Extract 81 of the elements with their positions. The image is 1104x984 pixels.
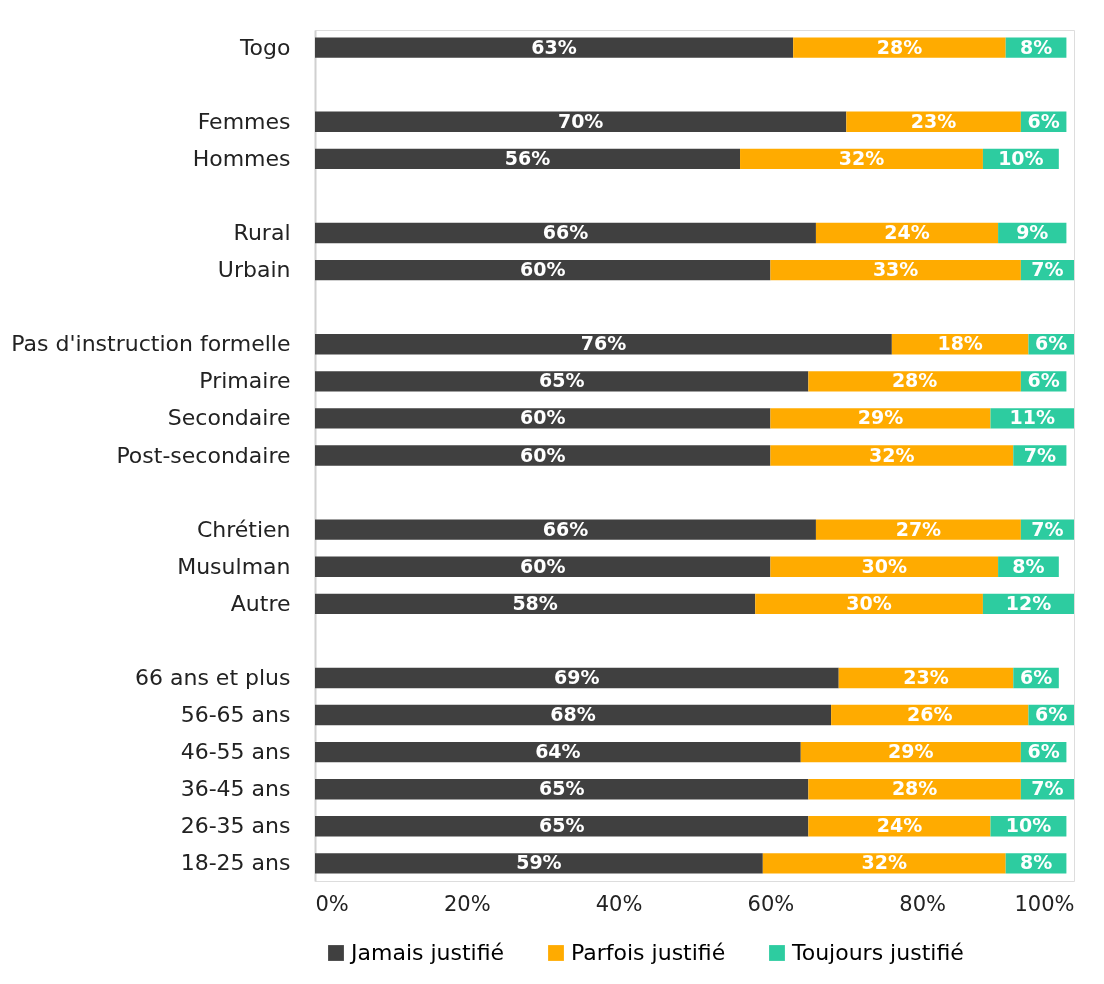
- y-tick-label: Post-secondaire: [116, 442, 291, 468]
- data-label: 6%: [1035, 332, 1068, 355]
- y-tick-label: 46-55 ans: [180, 739, 291, 765]
- data-label: 6%: [1035, 703, 1068, 726]
- data-label: 8%: [1019, 35, 1053, 58]
- y-tick-label: 36-45 ans: [180, 776, 291, 802]
- y-tick-label: Togo: [238, 34, 291, 60]
- data-label: 23%: [903, 665, 949, 688]
- legend-label: Parfois justifié: [571, 940, 726, 965]
- data-label: 30%: [846, 591, 892, 614]
- y-tick-label: 66 ans et plus: [134, 664, 291, 690]
- data-label: 28%: [876, 35, 923, 58]
- legend-label: Toujours justifié: [791, 940, 964, 965]
- data-label: 27%: [895, 517, 942, 540]
- x-tick-label: 60%: [747, 891, 795, 916]
- legend-label: Jamais justifié: [349, 940, 505, 965]
- data-label: 66%: [542, 221, 589, 244]
- data-label: 23%: [910, 109, 957, 132]
- y-tick-label: Secondaire: [167, 405, 291, 431]
- data-label: 68%: [550, 703, 596, 726]
- y-tick-label: 56-65 ans: [180, 702, 291, 728]
- data-label: 63%: [531, 35, 577, 58]
- data-label: 28%: [891, 369, 938, 392]
- data-label: 65%: [538, 369, 585, 392]
- data-label: 76%: [580, 332, 627, 355]
- data-label: 18%: [937, 332, 983, 355]
- data-label: 10%: [998, 146, 1044, 169]
- data-label: 7%: [1031, 258, 1064, 281]
- x-tick-label: 20%: [443, 891, 491, 916]
- y-tick-label: Pas d'instruction formelle: [11, 331, 291, 357]
- y-tick-label: Femmes: [197, 108, 291, 134]
- x-tick-label: 100%: [1014, 891, 1075, 916]
- data-label: 6%: [1027, 109, 1060, 132]
- data-label: 6%: [1019, 665, 1053, 688]
- data-label: 60%: [519, 554, 566, 577]
- data-label: 65%: [538, 777, 585, 800]
- data-label: 7%: [1031, 777, 1064, 800]
- data-label: 11%: [1009, 406, 1055, 429]
- data-label: 6%: [1027, 740, 1060, 763]
- y-tick-label: Urbain: [217, 257, 291, 283]
- x-tick-label: 0%: [315, 891, 349, 916]
- data-label: 8%: [1012, 554, 1045, 577]
- data-label: 70%: [557, 109, 604, 132]
- data-label: 60%: [519, 406, 566, 429]
- x-tick-label: 40%: [595, 891, 643, 916]
- y-tick-label: Chrétien: [196, 516, 291, 542]
- data-label: 65%: [538, 814, 585, 837]
- y-tick-label: Rural: [233, 220, 291, 246]
- data-label: 30%: [861, 554, 907, 577]
- data-label: 26%: [907, 703, 953, 726]
- data-label: 28%: [891, 777, 938, 800]
- y-tick-label: Autre: [230, 590, 291, 616]
- data-label: 12%: [1005, 591, 1052, 614]
- data-label: 7%: [1023, 443, 1056, 466]
- data-label: 7%: [1031, 517, 1064, 540]
- data-label: 32%: [869, 443, 915, 466]
- data-label: 69%: [554, 665, 600, 688]
- y-tick-label: Hommes: [192, 145, 291, 171]
- data-label: 29%: [888, 740, 934, 763]
- data-label: 32%: [861, 851, 907, 874]
- data-label: 29%: [857, 406, 904, 429]
- data-label: 10%: [1005, 814, 1052, 837]
- y-tick-label: Primaire: [199, 368, 291, 394]
- data-label: 60%: [519, 258, 566, 281]
- data-label: 8%: [1019, 851, 1053, 874]
- y-tick-label: 18-25 ans: [180, 850, 291, 876]
- data-label: 56%: [504, 146, 551, 169]
- data-label: 24%: [884, 221, 930, 244]
- data-label: 58%: [512, 591, 558, 614]
- data-label: 9%: [1016, 221, 1049, 244]
- data-label: 33%: [872, 258, 919, 281]
- data-label: 59%: [516, 851, 562, 874]
- data-label: 24%: [876, 814, 923, 837]
- x-tick-label: 80%: [899, 891, 947, 916]
- data-label: 60%: [519, 443, 566, 466]
- data-label: 64%: [535, 740, 581, 763]
- y-tick-label: Musulman: [177, 553, 291, 579]
- data-label: 32%: [838, 146, 885, 169]
- y-tick-label: 26-35 ans: [180, 813, 291, 839]
- data-label: 6%: [1027, 369, 1060, 392]
- data-label: 66%: [542, 517, 589, 540]
